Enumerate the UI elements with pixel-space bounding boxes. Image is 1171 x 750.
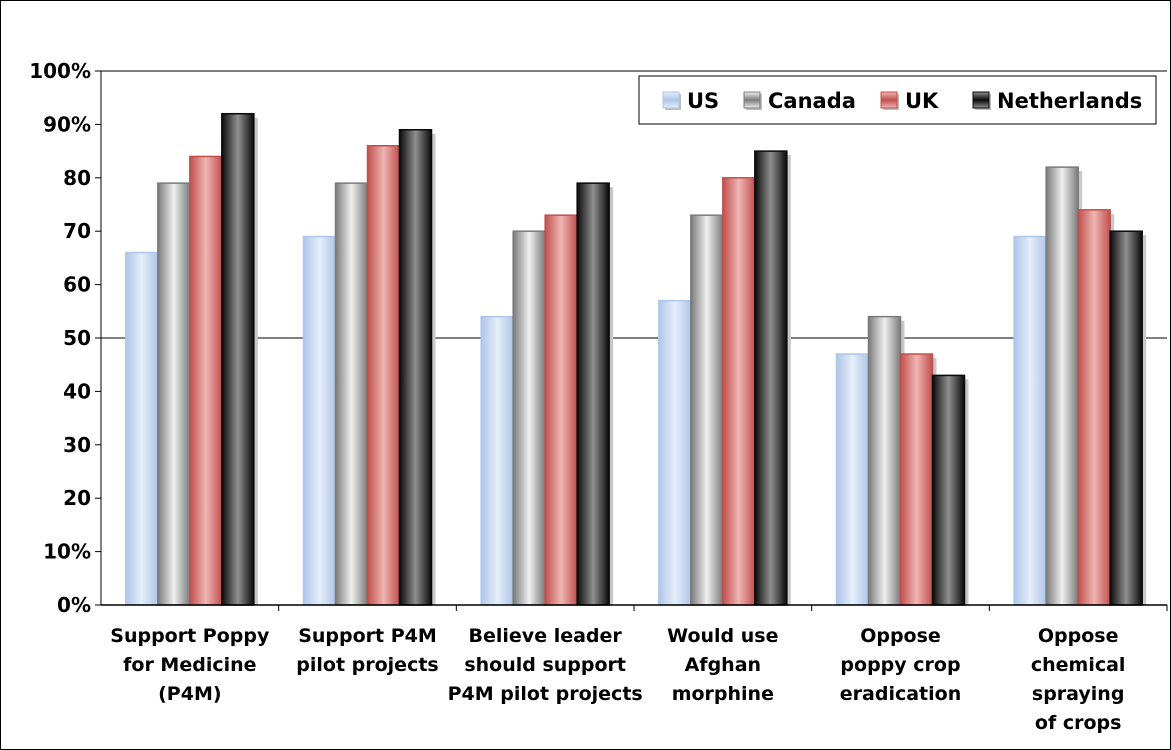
bar-uk-3: UK: 73: [544, 214, 578, 606]
bar-canada-5: Canada: 54: [867, 315, 902, 606]
bar-uk-2: UK: 86: [366, 145, 401, 606]
legend-swatch-canada: [743, 91, 761, 109]
bar-us-4: US: 57: [658, 299, 692, 606]
axes: 0% 10% 20 30 40 50 60 70 80 90% 100% Support Poppy f…: [29, 59, 1168, 734]
legend-label-uk: UK: [905, 89, 939, 113]
bar-us-1: US: 66: [125, 251, 159, 606]
bar-netherlands-1: Netherlands: 92: [221, 112, 255, 606]
legend-swatch-netherlands: [972, 91, 990, 109]
legend-swatch-us: [662, 91, 680, 109]
bar-canada-1: Canada: 79: [157, 182, 191, 606]
y-tick-label: 60: [63, 273, 91, 297]
bar-netherlands-2: Netherlands: 89: [398, 128, 433, 606]
bar-us-5: US: 47: [835, 353, 870, 606]
x-tick-label: Support Poppy for Medicine (P4M): [110, 625, 270, 705]
y-tick-label: 100%: [29, 59, 91, 83]
y-tick-label: 10%: [43, 540, 91, 564]
legend: US Canada UK Netherlands: [638, 75, 1157, 125]
bar-netherlands-5: Netherlands: 43: [931, 374, 966, 606]
y-tick-label: 80: [63, 166, 91, 190]
gridlines: [101, 70, 1167, 606]
legend-label-us: US: [687, 89, 719, 113]
x-tick-label: Oppose chemical spraying of crops: [1031, 625, 1126, 734]
bar-uk-4: UK: 80: [722, 177, 756, 606]
y-tick-label: 50: [63, 326, 91, 350]
bar-uk-1: UK: 84: [189, 155, 223, 606]
y-tick-label: 20: [63, 486, 91, 510]
bar-us-3: US: 54: [480, 315, 514, 606]
bar-canada-4: Canada: 73: [690, 214, 724, 606]
bar-canada-2: Canada: 79: [334, 182, 369, 606]
y-tick-label: 40: [63, 379, 91, 403]
x-tick-label: Believe leader should support P4M pilot pr…: [448, 625, 643, 705]
bar-netherlands-6: Netherlands: 70: [1109, 230, 1143, 606]
bar-canada-3: Canada: 70: [512, 230, 546, 606]
x-tick-label: Would use Afghan morphine: [667, 625, 778, 705]
bar-netherlands-4: Netherlands: 85: [754, 150, 788, 606]
legend-swatch-uk: [880, 91, 898, 109]
y-tick-label: 30: [63, 433, 91, 457]
x-tick-label: Oppose poppy crop eradication: [840, 625, 961, 705]
bars: US: 66Canada: 79UK: 84Netherlands: 92US:…: [125, 112, 1147, 606]
bar-netherlands-3: Netherlands: 79: [576, 182, 610, 606]
bar-us-2: US: 69: [302, 235, 337, 606]
legend-label-canada: Canada: [768, 89, 856, 113]
legend-label-netherlands: Netherlands: [997, 89, 1142, 113]
x-tick-label: Support P4M pilot projects: [296, 625, 438, 676]
bar-canada-6: Canada: 82: [1045, 166, 1079, 606]
y-tick-label: 0%: [57, 593, 91, 617]
bar-us-6: US: 69: [1013, 235, 1047, 606]
bar-uk-6: UK: 74: [1077, 209, 1111, 606]
y-tick-label: 90%: [43, 112, 91, 136]
bar-uk-5: UK: 47: [899, 353, 934, 606]
y-tick-label: 70: [63, 219, 91, 243]
